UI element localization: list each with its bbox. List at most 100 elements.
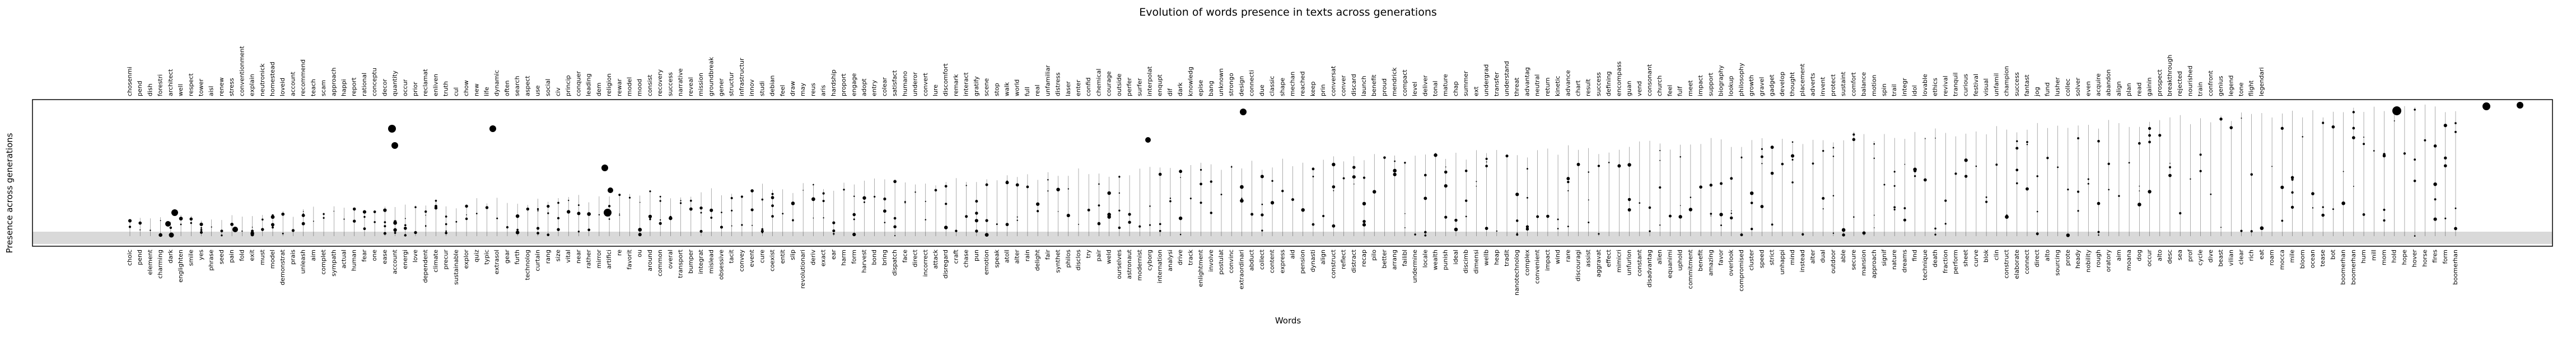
- data-point: [1485, 157, 1488, 160]
- bottom-tick-label: uphold: [1677, 250, 1684, 271]
- top-tick-label: well: [177, 84, 184, 96]
- data-point: [608, 205, 611, 208]
- data-point: [1200, 168, 1202, 171]
- top-tick-label: confid: [1085, 77, 1092, 96]
- bottom-tick-label: explor: [463, 250, 470, 269]
- top-tick-label: dif: [1166, 88, 1174, 96]
- data-point: [1853, 216, 1855, 218]
- data-point: [1015, 183, 1019, 187]
- data-point: [985, 219, 988, 222]
- bottom-tick-label: constant: [1636, 249, 1643, 276]
- bottom-tick-label: artifici: [605, 250, 613, 269]
- data-point: [557, 217, 560, 220]
- top-tick-label: princip: [564, 75, 572, 96]
- data-point: [689, 207, 693, 211]
- bottom-tick-label: mill: [2370, 250, 2377, 261]
- top-tick-label: humano: [901, 71, 908, 96]
- bottom-tick-label: assist: [1585, 249, 1592, 267]
- top-tick-label: chemical: [1095, 69, 1102, 96]
- bottom-tick-label: mirror: [595, 250, 603, 269]
- data-point: [945, 203, 948, 205]
- bottom-tick-label: construct: [2003, 249, 2010, 278]
- data-point: [791, 201, 795, 205]
- data-point: [1047, 179, 1049, 181]
- bottom-tick-label: englighten: [177, 250, 184, 283]
- data-point: [2199, 153, 2202, 156]
- data-point: [2139, 185, 2140, 187]
- data-point: [2138, 142, 2141, 145]
- data-point: [343, 218, 345, 220]
- data-point: [853, 218, 855, 220]
- data-point: [1935, 137, 1936, 139]
- bottom-tick-label: bring: [881, 250, 888, 266]
- top-tick-label: neutral: [1534, 74, 1541, 96]
- data-point: [2362, 213, 2365, 216]
- bottom-tick-label: strict: [1768, 249, 1776, 265]
- data-point: [1893, 171, 1896, 173]
- bottom-tick-label: mind: [1789, 250, 1796, 265]
- top-tick-label: launch: [1360, 76, 1368, 96]
- top-tick-label: occur: [402, 79, 409, 96]
- data-point: [200, 229, 203, 231]
- data-point: [2403, 152, 2406, 155]
- top-tick-label: conquer: [575, 71, 582, 96]
- bottom-tick-label: coexist: [769, 249, 776, 271]
- data-point: [2302, 136, 2304, 138]
- data-point: [414, 206, 417, 208]
- data-point: [1598, 233, 1600, 235]
- data-point: [813, 217, 814, 219]
- data-point: [1158, 172, 1162, 176]
- top-tick-label: reveal: [687, 77, 694, 96]
- bottom-tick-label: alto: [2043, 250, 2051, 261]
- top-tick-label: keep: [1309, 81, 1317, 96]
- data-point-large: [608, 187, 613, 193]
- data-point: [985, 183, 988, 186]
- data-point: [1679, 205, 1681, 206]
- data-point: [2128, 162, 2130, 164]
- bottom-tick-label: alter: [1014, 250, 1021, 264]
- data-point: [536, 227, 540, 230]
- top-tick-label: scam: [320, 80, 327, 96]
- top-tick-label: world: [1014, 79, 1021, 96]
- bottom-tick-label: able: [1840, 250, 1847, 263]
- top-tick-label: success: [1595, 72, 1602, 96]
- bottom-tick-label: nanotechnolog: [1513, 250, 1520, 295]
- top-tick-label: even: [2084, 81, 2092, 96]
- data-point: [270, 215, 275, 219]
- data-point: [2108, 189, 2110, 191]
- top-tick-label: protect: [1830, 74, 1837, 96]
- data-point: [1760, 155, 1763, 158]
- data-point: [1097, 222, 1101, 225]
- data-point: [231, 223, 234, 226]
- data-point: [1791, 141, 1794, 143]
- bottom-tick-label: compromised: [1738, 250, 1745, 292]
- stem-layer: [129, 104, 2456, 236]
- top-tick-label: conver: [1340, 75, 1347, 96]
- data-point: [2433, 144, 2437, 148]
- bottom-tick-label: ideal: [1452, 250, 1459, 265]
- top-tick-label: groundbreak: [707, 57, 715, 96]
- data-point: [1873, 157, 1875, 159]
- bottom-tick-label: fair: [1044, 250, 1051, 260]
- bottom-tick-label: death: [1931, 250, 1939, 267]
- data-point: [272, 226, 274, 229]
- data-point: [2005, 214, 2008, 217]
- top-tick-label: model: [626, 77, 633, 96]
- bottom-tick-label: alter: [1809, 250, 1816, 264]
- data-point: [261, 218, 264, 221]
- data-point: [618, 194, 621, 196]
- data-point: [1260, 175, 1264, 179]
- data-point: [1883, 184, 1886, 186]
- top-tick-label: conversat: [1329, 65, 1337, 96]
- data-point: [323, 217, 325, 219]
- bottom-tick-label: slip: [789, 250, 796, 260]
- top-tick-label: perfer: [1126, 77, 1133, 96]
- bottom-tick-label: aid: [1289, 250, 1296, 259]
- bottom-tick-label: drive: [1177, 250, 1184, 265]
- top-tick-label: account: [289, 71, 296, 96]
- bottom-tick-label: re: [615, 250, 623, 256]
- bottom-tick-label: speak: [993, 249, 1000, 267]
- bottom-tick-label: near: [575, 250, 582, 264]
- bottom-tick-label: construct: [1329, 249, 1337, 278]
- bottom-tick-label: nature: [1891, 250, 1898, 270]
